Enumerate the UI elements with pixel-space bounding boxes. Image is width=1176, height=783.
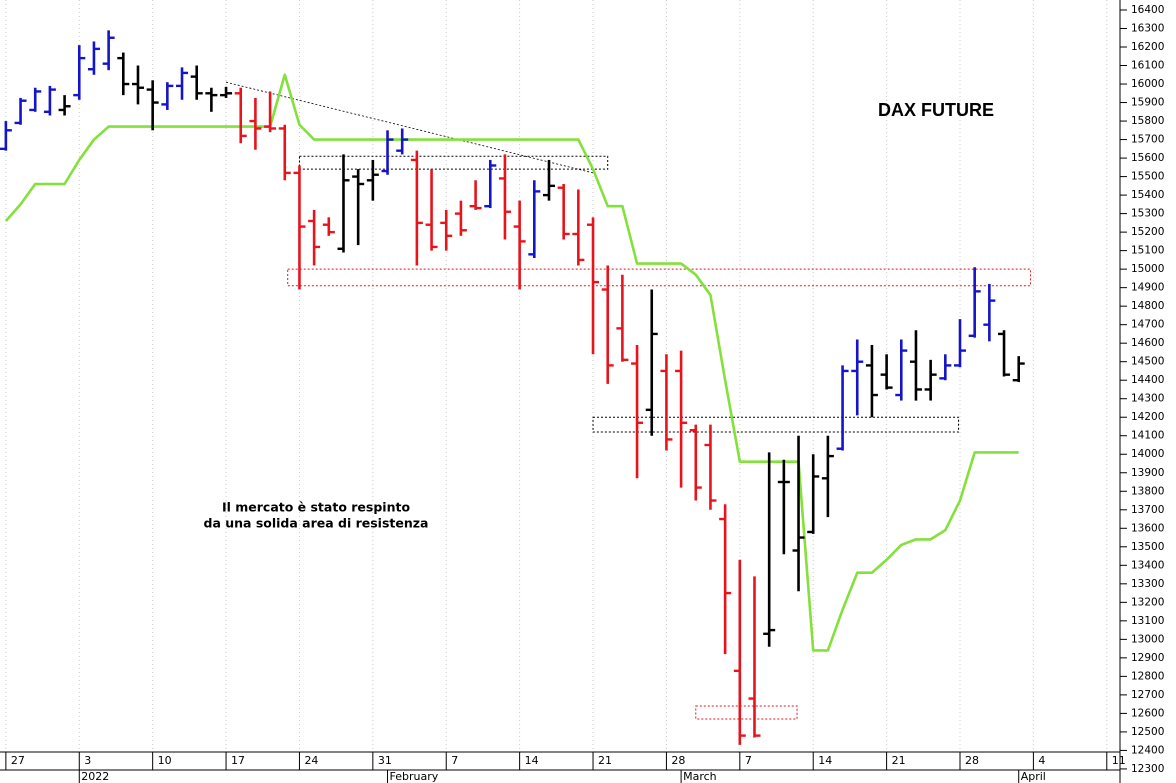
y-tick-label: 14200: [1131, 411, 1164, 423]
y-tick-label: 16200: [1131, 41, 1164, 53]
y-tick-label: 15100: [1131, 245, 1164, 257]
y-tick-label: 14800: [1131, 300, 1164, 312]
month-label: March: [683, 770, 717, 783]
y-tick-label: 15700: [1131, 134, 1164, 146]
x-tick-label: 24: [304, 754, 318, 767]
x-tick-label: 3: [84, 754, 91, 767]
y-tick-label: 14700: [1131, 319, 1164, 331]
y-tick-label: 15800: [1131, 115, 1164, 127]
y-tick-label: 12900: [1131, 652, 1164, 664]
annotation: da una solida area di resistenza: [204, 516, 429, 531]
x-tick-label: 27: [11, 754, 25, 767]
y-tick-label: 15200: [1131, 226, 1164, 238]
y-tick-label: 14400: [1131, 374, 1164, 386]
y-tick-label: 12600: [1131, 707, 1164, 719]
marks: [0, 30, 1025, 745]
y-tick-label: 13200: [1131, 596, 1164, 608]
y-tick-label: 12800: [1131, 670, 1164, 682]
y-tick-label: 13600: [1131, 522, 1164, 534]
y-tick-label: 16400: [1131, 4, 1164, 16]
y-tick-label: 13100: [1131, 615, 1164, 627]
y-tick-label: 16300: [1131, 23, 1164, 35]
x-tick-label: 7: [451, 754, 458, 767]
y-tick-label: 15600: [1131, 152, 1164, 164]
y-tick-label: 15300: [1131, 208, 1164, 220]
zones: [225, 81, 1031, 720]
price-zone: [695, 705, 798, 720]
y-tick-label: 16100: [1131, 60, 1164, 72]
y-tick-label: 15000: [1131, 263, 1164, 275]
y-tick-label: 14500: [1131, 356, 1164, 368]
month-label: April: [1021, 770, 1046, 783]
x-tick-label: 14: [818, 754, 832, 767]
y-tick-label: 13300: [1131, 578, 1164, 590]
y-tick-label: 13900: [1131, 467, 1164, 479]
trendline: [225, 81, 594, 174]
x-tick-label: 28: [965, 754, 979, 767]
month-label: 2022: [81, 770, 109, 783]
x-tick-label: 14: [525, 754, 539, 767]
y-tick-label: 14000: [1131, 448, 1164, 460]
x-tick-label: 11: [1112, 754, 1126, 767]
y-tick-label: 15500: [1131, 171, 1164, 183]
y-tick-label: 13700: [1131, 504, 1164, 516]
x-tick-label: 21: [892, 754, 906, 767]
y-tick-label: 14300: [1131, 393, 1164, 405]
chart-title: DAX FUTURE: [878, 100, 994, 120]
y-tick-label: 16000: [1131, 78, 1164, 90]
y-tick-label: 14100: [1131, 430, 1164, 442]
y-tick-label: 15900: [1131, 97, 1164, 109]
trend-line: [4, 73, 1019, 652]
x-tick-label: 10: [158, 754, 172, 767]
price-zone: [592, 416, 960, 433]
y-tick-label: 12500: [1131, 726, 1164, 738]
y-tick-label: 14600: [1131, 337, 1164, 349]
y-tick-label: 14900: [1131, 282, 1164, 294]
annotation: Il mercato è stato respinto: [222, 500, 410, 515]
y-tick-label: 13000: [1131, 633, 1164, 645]
x-tick-label: 31: [378, 754, 392, 767]
month-label: February: [390, 770, 439, 783]
y-tick-label: 13800: [1131, 485, 1164, 497]
y-tick-label: 15400: [1131, 189, 1164, 201]
x-tick-label: 17: [231, 754, 245, 767]
y-tick-label: 13500: [1131, 541, 1164, 553]
x-tick-label: 7: [745, 754, 752, 767]
y-tick-label: 12700: [1131, 689, 1164, 701]
y-tick-label: 12400: [1131, 744, 1164, 756]
x-tick-label: 4: [1038, 754, 1045, 767]
y-tick-label: 13400: [1131, 559, 1164, 571]
x-tick-label: 28: [671, 754, 685, 767]
x-tick-label: 21: [598, 754, 612, 767]
y-tick-label: 12300: [1131, 763, 1164, 775]
